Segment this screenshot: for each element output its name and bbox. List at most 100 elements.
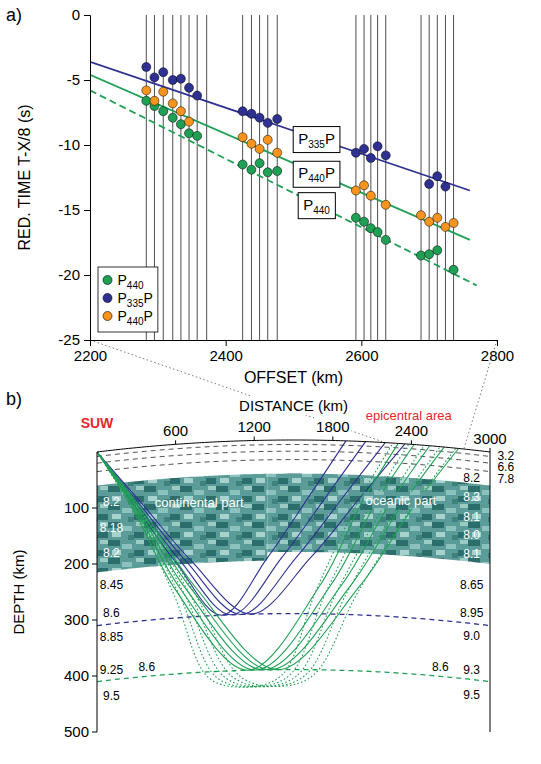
pick-point (366, 191, 375, 200)
pick-point (381, 235, 390, 244)
velocity-label: 8.18 (100, 521, 124, 535)
tick-label: 1200 (238, 418, 271, 435)
pick-point (360, 217, 369, 226)
tick: 0 (72, 6, 90, 23)
x-axis-title: OFFSET (km) (244, 369, 343, 386)
pick-point (417, 251, 426, 260)
pick-point (360, 181, 369, 190)
pick-point (247, 139, 256, 148)
label-patch (314, 417, 351, 436)
tick-label: 2400 (209, 347, 242, 364)
label-patch (471, 429, 508, 448)
velocity-label: 8.2 (463, 471, 480, 485)
axis-line (84, 16, 91, 341)
interface-line (97, 614, 490, 626)
tick-label: 1800 (316, 418, 349, 435)
tick-mark (497, 340, 498, 346)
texts: 6001200180024003000100200300400500DISTAN… (6, 389, 514, 740)
pick-point (176, 74, 185, 83)
tick: -20 (58, 266, 90, 283)
pick-point (433, 172, 442, 181)
label-patch (393, 421, 430, 440)
pick-point (142, 62, 151, 71)
pick-point (433, 213, 442, 222)
tick-label: 400 (64, 667, 89, 684)
seismic-trace (385, 15, 386, 340)
pick-point (425, 250, 434, 259)
seismic-trace (259, 15, 260, 340)
tick-label: 3000 (473, 430, 506, 447)
velocity-label: 9.5 (463, 688, 480, 702)
text-part: P (298, 130, 308, 147)
seismic-trace (172, 15, 173, 340)
axis-line (490, 452, 491, 732)
tick-label: 600 (163, 422, 188, 439)
lithosphere-layer (267, 474, 490, 564)
velocity-label: 7.8 (497, 472, 514, 486)
tick: 2600 (345, 340, 378, 364)
pick-point (381, 200, 390, 209)
tick-label: 300 (64, 611, 89, 628)
pick-point (255, 159, 264, 168)
tick: 2800 (481, 340, 514, 364)
pick-point (185, 129, 194, 138)
fit-line (90, 90, 477, 285)
panel-a: 22002400260028000-5-10-15-20-25OFFSET (k… (6, 5, 514, 386)
pick-point (185, 117, 194, 126)
legend-marker (103, 293, 112, 302)
connector-line (90, 340, 385, 443)
pick-point (381, 151, 390, 160)
pick-point (263, 168, 272, 177)
interface-line (97, 460, 490, 472)
seismic-trace (453, 15, 454, 340)
velocity-label: 8.45 (100, 578, 124, 592)
plot-area (90, 15, 477, 340)
pick-point (366, 153, 375, 162)
label-patch (364, 407, 455, 424)
line-label: P440P (298, 164, 335, 184)
text-part: P (144, 308, 153, 324)
pick-point (176, 107, 185, 116)
subscript: 440 (127, 316, 144, 327)
pick-point (373, 142, 382, 151)
text-part: P (144, 290, 153, 306)
label-patch (161, 421, 190, 440)
tick-label: -25 (58, 331, 80, 348)
layer-label: continental part (155, 495, 244, 510)
tick-mark (84, 210, 90, 211)
velocity-label: 9.5 (103, 689, 120, 703)
pick-point (425, 179, 434, 188)
subscript: 440 (127, 280, 144, 291)
tick-label: 200 (64, 555, 89, 572)
pick-point (351, 186, 360, 195)
y-axis: 0-5-10-15-20-25 (58, 6, 90, 348)
label-patch (153, 494, 246, 511)
tick: -25 (58, 331, 90, 348)
velocity-label: 8.1 (463, 510, 480, 524)
ray-path (97, 447, 440, 687)
tick: -10 (58, 136, 90, 153)
velocity-label: 8.2 (103, 546, 120, 560)
line-label: P440 (303, 196, 330, 216)
pick-point (193, 131, 202, 140)
seismic-trace (364, 15, 365, 340)
pick-point (417, 211, 426, 220)
tick-label: -10 (58, 136, 80, 153)
pick-point (263, 118, 272, 127)
text-part: P (303, 196, 313, 213)
ray-path (97, 448, 459, 669)
seismic-trace (206, 15, 207, 340)
pick-point (263, 135, 272, 144)
pick-point (441, 222, 450, 231)
panel-label: b) (6, 389, 22, 409)
fit-line (90, 75, 470, 240)
tick-mark (92, 620, 97, 621)
ray-path (97, 448, 456, 686)
pick-point (142, 96, 151, 105)
axis-line (91, 341, 498, 347)
seismic-trace (197, 15, 198, 340)
pick-point (255, 144, 264, 153)
seismic-trace (189, 15, 190, 340)
tick-label: 2200 (74, 347, 107, 364)
pick-point (159, 107, 168, 116)
